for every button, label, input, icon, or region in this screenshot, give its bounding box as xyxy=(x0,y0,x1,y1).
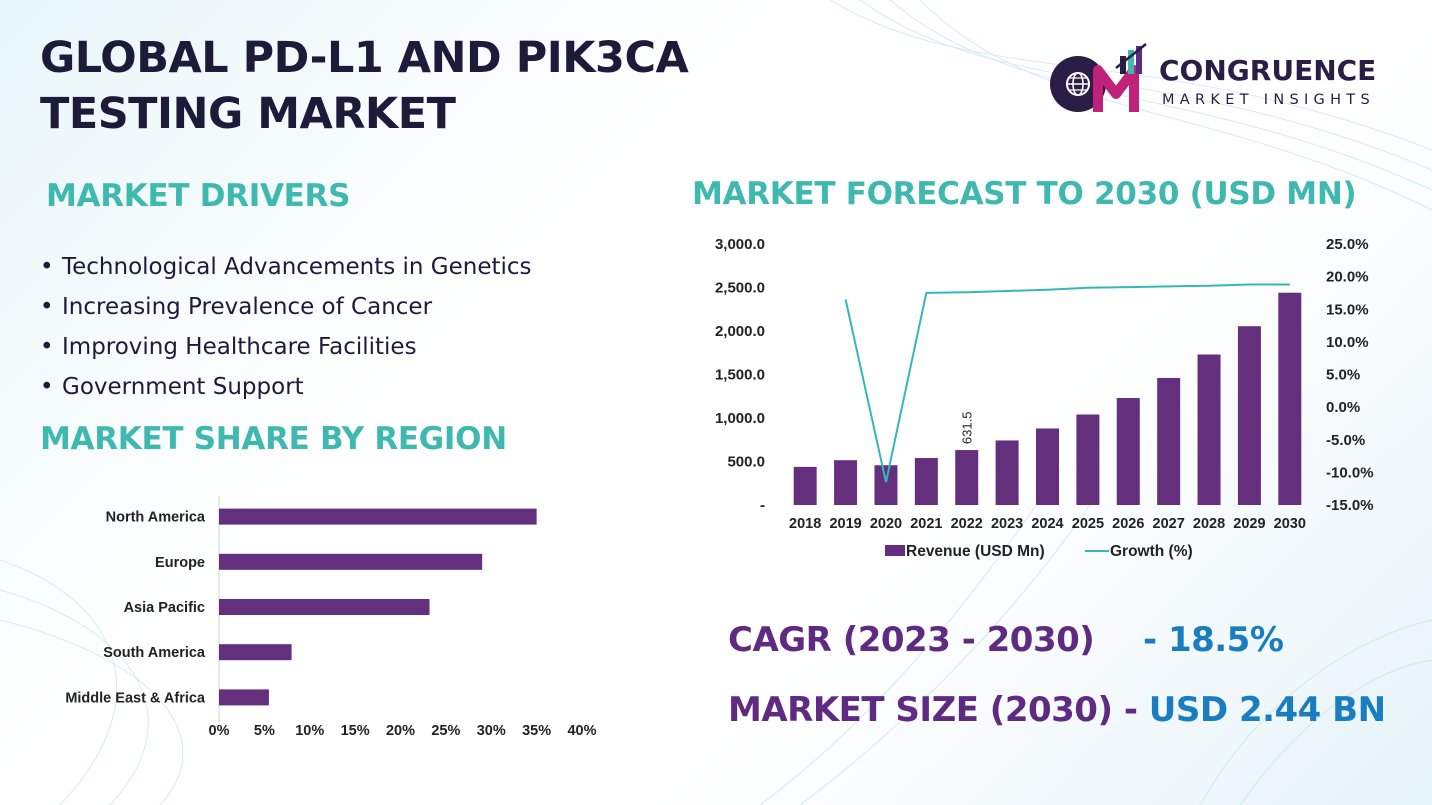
forecast-left-tick-label: 3,000.0 xyxy=(715,236,765,253)
forecast-x-tick-label: 2028 xyxy=(1193,516,1225,532)
revenue-bar xyxy=(955,450,979,505)
revenue-bar xyxy=(1076,414,1100,505)
bullet: • xyxy=(40,334,54,360)
forecast-x-tick-label: 2030 xyxy=(1274,516,1306,532)
region-bar xyxy=(219,553,483,570)
forecast-right-tick-label: -5.0% xyxy=(1326,432,1365,449)
forecast-x-tick-label: 2020 xyxy=(870,516,902,532)
region-category-label: North America xyxy=(106,510,206,526)
region-x-tick-label: 10% xyxy=(295,723,324,739)
region-bar xyxy=(219,508,537,525)
forecast-x-tick-label: 2019 xyxy=(829,516,861,532)
forecast-right-tick-label: 25.0% xyxy=(1326,236,1369,253)
forecast-x-tick-label: 2022 xyxy=(951,516,983,532)
forecast-heading: MARKET FORECAST TO 2030 (USD MN) xyxy=(692,176,1357,212)
forecast-x-tick-label: 2026 xyxy=(1112,516,1144,532)
forecast-x-tick-label: 2025 xyxy=(1072,516,1104,532)
forecast-right-tick-label: -10.0% xyxy=(1326,464,1374,481)
legend-revenue-label: Revenue (USD Mn) xyxy=(906,543,1045,560)
driver-item: • Improving Healthcare Facilities xyxy=(40,327,532,367)
revenue-bar xyxy=(995,440,1019,505)
forecast-left-tick-label: 2,500.0 xyxy=(715,280,765,297)
legend-growth-label: Growth (%) xyxy=(1110,543,1193,560)
revenue-bar xyxy=(1197,354,1221,505)
forecast-left-tick-label: 2,000.0 xyxy=(715,323,765,340)
page-title: GLOBAL PD-L1 AND PIK3CA TESTING MARKET xyxy=(40,30,689,142)
driver-text: Improving Healthcare Facilities xyxy=(62,334,417,360)
cagr-stat: CAGR (2023 - 2030) - 18.5% xyxy=(728,620,1284,660)
bullet: • xyxy=(40,374,54,400)
market-drivers-heading: MARKET DRIVERS xyxy=(46,178,351,214)
region-x-tick-label: 35% xyxy=(522,723,551,739)
region-x-tick-label: 0% xyxy=(209,723,230,739)
revenue-bar xyxy=(914,458,938,505)
forecast-x-tick-label: 2029 xyxy=(1233,516,1265,532)
forecast-x-tick-label: 2024 xyxy=(1031,516,1063,532)
title-line-2: TESTING MARKET xyxy=(40,89,456,139)
forecast-right-tick-label: 5.0% xyxy=(1326,367,1360,384)
region-bar xyxy=(219,599,430,615)
forecast-left-tick-label: - xyxy=(760,497,765,514)
region-x-tick-label: 30% xyxy=(477,723,506,739)
revenue-bar xyxy=(1036,428,1059,505)
legend-revenue-swatch xyxy=(885,545,905,556)
forecast-right-tick-label: 15.0% xyxy=(1326,301,1369,318)
forecast-right-tick-label: -15.0% xyxy=(1326,497,1374,514)
driver-item: • Technological Advancements in Genetics xyxy=(40,247,532,287)
region-x-tick-label: 20% xyxy=(386,723,415,739)
forecast-left-tick-label: 1,000.0 xyxy=(715,410,765,427)
driver-text: Increasing Prevalence of Cancer xyxy=(62,294,433,320)
forecast-x-tick-label: 2023 xyxy=(991,516,1023,532)
revenue-bar xyxy=(1237,326,1261,505)
forecast-right-tick-label: 20.0% xyxy=(1326,269,1369,286)
market-drivers-list: • Technological Advancements in Genetics … xyxy=(40,247,532,407)
company-logo: CONGRUENCE MARKET INSIGHTS xyxy=(1046,42,1396,118)
cm-globe-logo-icon xyxy=(1050,43,1147,112)
revenue-bar xyxy=(874,465,898,505)
logo-tagline: MARKET INSIGHTS xyxy=(1162,92,1375,108)
market-size-stat: MARKET SIZE (2030) - USD 2.44 BN xyxy=(728,690,1386,730)
market-size-value: USD 2.44 BN xyxy=(1148,690,1386,730)
market-share-heading: MARKET SHARE BY REGION xyxy=(40,421,507,457)
forecast-right-tick-label: 10.0% xyxy=(1326,334,1369,351)
forecast-right-tick-label: 0.0% xyxy=(1326,399,1360,416)
region-bar xyxy=(219,644,292,661)
region-category-label: Asia Pacific xyxy=(124,600,205,616)
market-size-label: MARKET SIZE (2030) - xyxy=(728,690,1138,730)
title-line-1: GLOBAL PD-L1 AND PIK3CA xyxy=(40,33,689,83)
cagr-label: CAGR (2023 - 2030) xyxy=(728,620,1095,660)
region-x-tick-label: 25% xyxy=(431,723,460,739)
forecast-left-tick-label: 500.0 xyxy=(727,454,765,471)
region-category-label: Middle East & Africa xyxy=(65,690,206,706)
bullet: • xyxy=(40,294,54,320)
forecast-x-tick-label: 2021 xyxy=(910,516,942,532)
revenue-bar xyxy=(1278,292,1302,505)
logo-name: CONGRUENCE xyxy=(1159,54,1377,87)
region-bar xyxy=(219,689,269,706)
driver-text: Technological Advancements in Genetics xyxy=(62,254,532,280)
region-share-chart: North America Europe Asia Pacific South Ame… xyxy=(65,496,597,739)
forecast-x-tick-label: 2018 xyxy=(789,516,821,532)
bullet: • xyxy=(40,254,54,280)
region-x-tick-label: 5% xyxy=(254,723,275,739)
revenue-bar xyxy=(793,466,817,505)
driver-item: • Increasing Prevalence of Cancer xyxy=(40,287,532,327)
cagr-value: - 18.5% xyxy=(1143,620,1284,660)
driver-item: • Government Support xyxy=(40,367,532,407)
revenue-bar xyxy=(1157,377,1181,505)
forecast-x-tick-label: 2027 xyxy=(1153,516,1185,532)
revenue-bar xyxy=(1116,397,1140,505)
region-category-label: South America xyxy=(103,645,206,661)
region-x-tick-label: 15% xyxy=(341,723,370,739)
revenue-bar xyxy=(834,460,858,505)
forecast-left-tick-label: 1,500.0 xyxy=(715,367,765,384)
region-x-tick-label: 40% xyxy=(567,723,596,739)
forecast-chart: - 500.0 1,000.0 1,500.0 2,000.0 2,500.0 3,000.… xyxy=(715,236,1374,560)
region-category-label: Europe xyxy=(155,555,205,571)
revenue-data-label: 631.5 xyxy=(960,412,975,445)
growth-line xyxy=(844,283,1290,483)
driver-text: Government Support xyxy=(62,374,304,400)
